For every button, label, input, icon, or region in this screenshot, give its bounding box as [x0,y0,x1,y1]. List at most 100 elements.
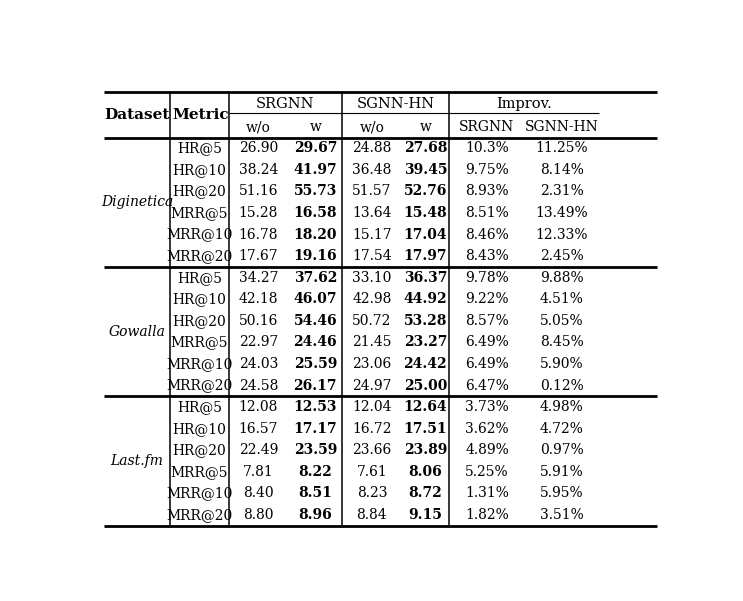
Text: 26.90: 26.90 [239,141,278,155]
Text: 7.81: 7.81 [243,465,273,479]
Text: 0.12%: 0.12% [540,379,583,392]
Text: w: w [309,120,321,134]
Text: 27.68: 27.68 [403,141,447,155]
Text: 24.46: 24.46 [293,335,337,349]
Text: 15.28: 15.28 [239,206,278,220]
Text: 16.58: 16.58 [293,206,337,220]
Text: 39.45: 39.45 [403,163,447,177]
Text: 25.59: 25.59 [293,357,337,371]
Text: 24.58: 24.58 [239,379,278,392]
Text: 23.89: 23.89 [403,443,447,457]
Text: HR@20: HR@20 [172,443,227,457]
Text: 22.49: 22.49 [239,443,278,457]
Text: SGNN-HN: SGNN-HN [357,97,435,111]
Text: 9.75%: 9.75% [465,163,509,177]
Text: 51.16: 51.16 [239,185,278,198]
Text: 8.40: 8.40 [243,486,273,500]
Text: 16.78: 16.78 [239,228,278,242]
Text: 18.20: 18.20 [293,228,337,242]
Text: Dataset: Dataset [104,108,169,122]
Text: 6.49%: 6.49% [465,357,509,371]
Text: SRGNN: SRGNN [459,120,515,134]
Text: 1.31%: 1.31% [465,486,509,500]
Text: 5.05%: 5.05% [540,314,583,328]
Text: 8.45%: 8.45% [540,335,583,349]
Text: MRR@20: MRR@20 [166,249,233,263]
Text: 51.57: 51.57 [352,185,392,198]
Text: 10.3%: 10.3% [465,141,509,155]
Text: 4.51%: 4.51% [540,292,584,307]
Text: HR@5: HR@5 [177,141,222,155]
Text: 36.48: 36.48 [352,163,392,177]
Text: 0.97%: 0.97% [540,443,583,457]
Text: 8.14%: 8.14% [540,163,584,177]
Text: w: w [419,120,431,134]
Text: 9.15: 9.15 [409,508,442,522]
Text: 8.51%: 8.51% [465,206,509,220]
Text: 8.51: 8.51 [299,486,332,500]
Text: 23.06: 23.06 [352,357,392,371]
Text: 3.51%: 3.51% [540,508,583,522]
Text: 24.97: 24.97 [352,379,392,392]
Text: 6.47%: 6.47% [465,379,509,392]
Text: 3.62%: 3.62% [465,422,509,436]
Text: 42.18: 42.18 [239,292,278,307]
Text: 19.16: 19.16 [293,249,337,263]
Text: 8.22: 8.22 [299,465,332,479]
Text: 8.46%: 8.46% [465,228,509,242]
Text: w/o: w/o [360,120,384,134]
Text: 50.72: 50.72 [352,314,392,328]
Text: 3.73%: 3.73% [465,400,509,414]
Text: 55.73: 55.73 [293,185,337,198]
Text: 52.76: 52.76 [403,185,447,198]
Text: 17.51: 17.51 [403,422,447,436]
Text: 8.93%: 8.93% [465,185,509,198]
Text: 5.91%: 5.91% [540,465,583,479]
Text: 2.45%: 2.45% [540,249,583,263]
Text: 5.90%: 5.90% [540,357,583,371]
Text: 8.96: 8.96 [299,508,332,522]
Text: 4.72%: 4.72% [540,422,584,436]
Text: 23.27: 23.27 [403,335,447,349]
Text: 8.84: 8.84 [357,508,387,522]
Text: HR@20: HR@20 [172,314,227,328]
Text: 17.67: 17.67 [239,249,278,263]
Text: 22.97: 22.97 [239,335,278,349]
Text: 8.57%: 8.57% [465,314,509,328]
Text: 24.42: 24.42 [403,357,447,371]
Text: 33.10: 33.10 [352,270,392,285]
Text: 36.37: 36.37 [403,270,447,285]
Text: 21.45: 21.45 [352,335,392,349]
Text: MRR@10: MRR@10 [166,357,233,371]
Text: 4.89%: 4.89% [465,443,509,457]
Text: 15.17: 15.17 [352,228,392,242]
Text: 46.07: 46.07 [293,292,337,307]
Text: 5.25%: 5.25% [465,465,509,479]
Text: MRR@5: MRR@5 [171,465,228,479]
Text: SGNN-HN: SGNN-HN [525,120,599,134]
Text: Diginetica: Diginetica [101,195,173,209]
Text: 29.67: 29.67 [293,141,337,155]
Text: 12.33%: 12.33% [536,228,588,242]
Text: 11.25%: 11.25% [536,141,588,155]
Text: 38.24: 38.24 [239,163,278,177]
Text: 41.97: 41.97 [293,163,337,177]
Text: 54.46: 54.46 [293,314,337,328]
Text: HR@20: HR@20 [172,185,227,198]
Text: 12.08: 12.08 [239,400,278,414]
Text: 50.16: 50.16 [239,314,278,328]
Text: MRR@5: MRR@5 [171,335,228,349]
Text: 16.57: 16.57 [239,422,278,436]
Text: 24.03: 24.03 [239,357,278,371]
Text: HR@10: HR@10 [172,422,227,436]
Text: 4.98%: 4.98% [540,400,583,414]
Text: 25.00: 25.00 [403,379,447,392]
Text: 26.17: 26.17 [293,379,337,392]
Text: 12.53: 12.53 [293,400,337,414]
Text: 44.92: 44.92 [403,292,447,307]
Text: 17.54: 17.54 [352,249,392,263]
Text: 24.88: 24.88 [352,141,392,155]
Text: 8.06: 8.06 [409,465,442,479]
Text: HR@5: HR@5 [177,270,222,285]
Text: 1.82%: 1.82% [465,508,509,522]
